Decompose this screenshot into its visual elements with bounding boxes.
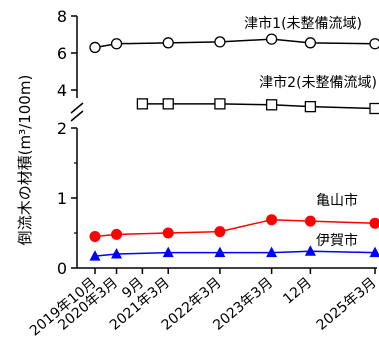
data-point-triangle xyxy=(369,246,379,258)
data-point-triangle xyxy=(111,248,123,259)
y-axis-unit: (m³/100m) xyxy=(16,75,34,156)
axes: 0124682019年10月2020年3月9月2021年3月2022年3月202… xyxy=(27,7,379,339)
y-tick-label: 2 xyxy=(57,119,67,138)
data-point-circle-open xyxy=(265,33,278,45)
y-tick-label: 8 xyxy=(57,7,67,26)
data-point-square-open xyxy=(304,101,317,113)
data-point-triangle xyxy=(162,246,174,258)
data-point-circle-open xyxy=(304,37,317,49)
axis-break-mark xyxy=(70,110,84,122)
data-point-circle xyxy=(266,214,278,226)
data-point-triangle xyxy=(214,246,226,258)
y-axis-title: 倒流木の材積(m³/100m) xyxy=(16,75,34,246)
data-point-circle-open xyxy=(110,38,123,50)
y-tick-label: 0 xyxy=(57,259,67,278)
data-point-circle-open xyxy=(214,36,226,48)
y-tick-label: 6 xyxy=(57,44,67,63)
data-point-square-open xyxy=(214,98,226,110)
y-tick-label: 4 xyxy=(57,81,67,100)
data-point-circle xyxy=(369,217,379,229)
data-point-circle-open xyxy=(89,41,101,54)
data-point-circle-open xyxy=(369,38,379,50)
data-point-circle xyxy=(89,231,101,242)
data-point-triangle xyxy=(89,250,101,261)
x-tick-label: 2025年3月 xyxy=(314,275,379,334)
series-line xyxy=(142,103,376,110)
data-point-circle xyxy=(214,226,226,238)
series-line xyxy=(94,38,376,49)
data-point-square-open xyxy=(162,98,174,110)
axis-break-mark xyxy=(70,102,84,114)
series-group xyxy=(89,33,379,261)
data-point-square-open xyxy=(136,98,149,110)
series-label: 伊賀市 xyxy=(316,232,358,249)
data-point-circle xyxy=(304,215,316,227)
data-point-square-open xyxy=(265,99,278,111)
y-tick-label: 1 xyxy=(57,189,67,208)
series-label: 津市2(未整備流域) xyxy=(259,74,377,91)
data-point-circle xyxy=(111,228,123,240)
x-tick-label: 12月 xyxy=(280,275,315,308)
series-label: 亀山市 xyxy=(316,192,358,209)
data-point-circle xyxy=(162,227,174,239)
data-point-circle-open xyxy=(162,37,174,49)
data-point-triangle xyxy=(266,246,278,258)
series-label: 津市1(未整備流域) xyxy=(244,15,362,32)
data-point-square-open xyxy=(369,102,379,115)
data-point-triangle xyxy=(304,245,316,256)
series-line xyxy=(94,250,376,257)
